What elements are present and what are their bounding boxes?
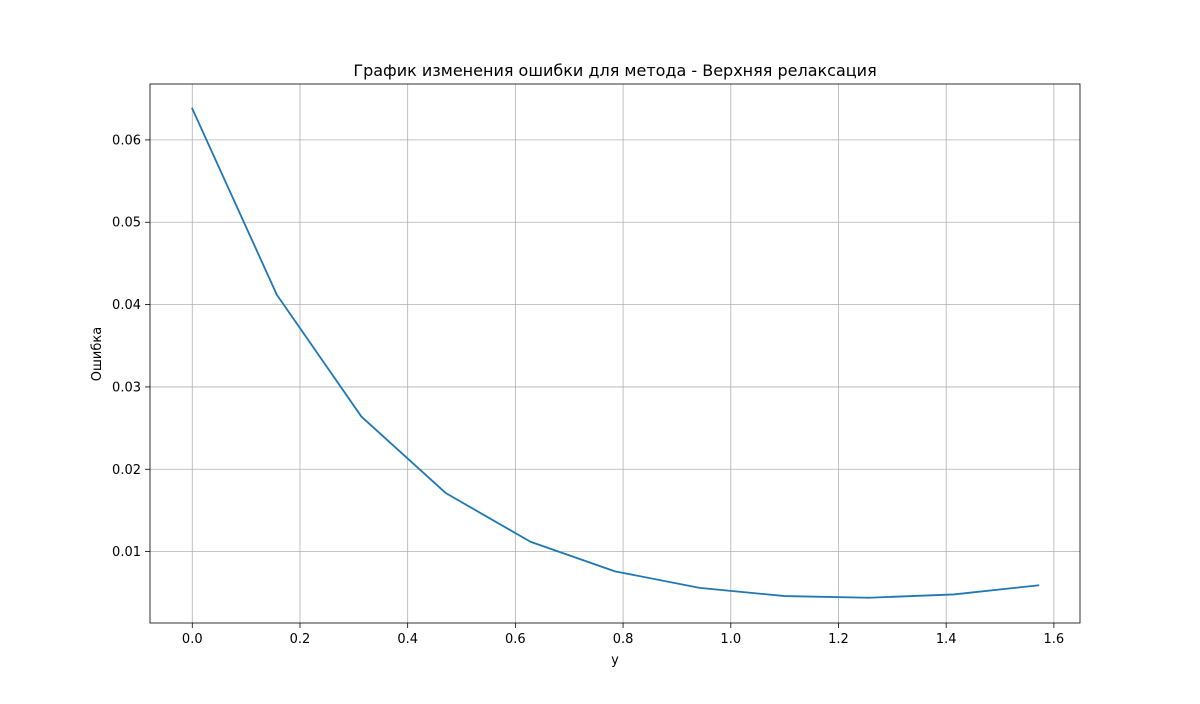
x-tick-label: 0.6 [505, 632, 526, 647]
y-tick-label: 0.03 [112, 380, 141, 395]
x-tick-label: 1.0 [720, 632, 741, 647]
x-tick-label: 0.4 [397, 632, 418, 647]
grid-layer [150, 84, 1080, 623]
y-tick-label: 0.05 [112, 216, 141, 231]
plot-frame [149, 83, 1081, 624]
x-axis-label: y [611, 653, 619, 668]
series-line [191, 107, 1040, 599]
y-tick-label: 0.01 [112, 545, 141, 560]
x-tick-label: 1.4 [936, 632, 957, 647]
ticks-layer: 0.0 0.2 0.4 0.6 0.8 1.0 1.2 1.4 1.6 0.01 0.02 0.03 0… [112, 133, 1064, 647]
x-tick-label: 0.8 [613, 632, 634, 647]
x-tick-label: 1.2 [828, 632, 849, 647]
y-tick-label: 0.02 [112, 463, 141, 478]
chart-title: График изменения ошибки для метода - Вер… [353, 61, 876, 80]
y-tick-label: 0.04 [112, 298, 141, 313]
x-tick-label: 1.6 [1044, 632, 1065, 647]
y-axis-label: Ошибка [90, 327, 105, 381]
y-tick-label: 0.06 [112, 133, 141, 148]
x-tick-label: 0.0 [182, 632, 203, 647]
x-tick-label: 0.2 [290, 632, 311, 647]
series-layer [191, 107, 1040, 599]
